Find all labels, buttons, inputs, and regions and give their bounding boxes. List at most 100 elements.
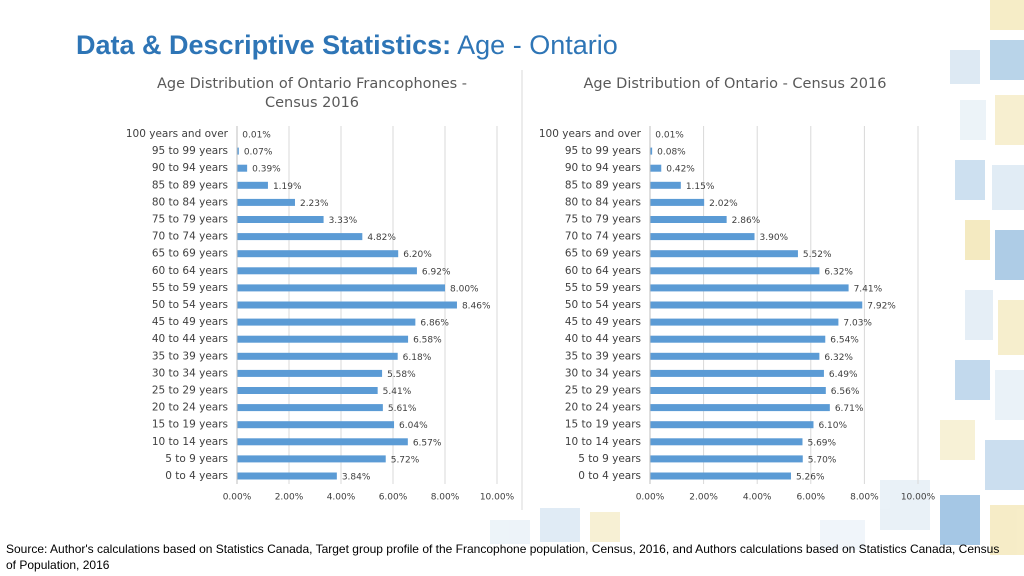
y-tick-label: 100 years and over: [539, 128, 642, 140]
y-tick-label: 10 to 14 years: [565, 436, 641, 448]
data-label: 0.39%: [252, 165, 281, 175]
bar: [237, 438, 408, 446]
y-tick-label: 75 to 79 years: [565, 214, 641, 226]
data-label: 5.52%: [803, 250, 832, 260]
data-label: 6.71%: [835, 404, 864, 414]
bar: [237, 352, 398, 360]
data-label: 6.04%: [399, 421, 428, 431]
x-tick-label: 6.00%: [379, 493, 408, 503]
bar: [650, 335, 826, 343]
bar: [237, 369, 383, 377]
bar: [237, 472, 337, 480]
y-tick-label: 25 to 29 years: [152, 385, 228, 397]
y-tick-label: 35 to 39 years: [565, 350, 641, 362]
source-note: Source: Author's calculations based on S…: [6, 542, 1000, 572]
data-label: 6.92%: [422, 267, 451, 277]
data-label: 6.58%: [413, 336, 442, 346]
y-tick-label: 50 to 54 years: [152, 299, 228, 311]
chart-title: Age Distribution of Ontario - Census 201…: [583, 76, 887, 92]
bar: [237, 318, 416, 326]
y-tick-label: 55 to 59 years: [152, 282, 228, 294]
y-tick-label: 70 to 74 years: [565, 231, 641, 243]
y-tick-label: 15 to 19 years: [152, 419, 228, 431]
y-tick-label: 65 to 69 years: [152, 248, 228, 260]
bar: [650, 284, 849, 292]
y-tick-label: 0 to 4 years: [578, 470, 641, 482]
data-label: 6.57%: [413, 438, 442, 448]
bar: [650, 369, 824, 377]
x-tick-label: 8.00%: [850, 493, 879, 503]
data-label: 8.46%: [462, 302, 491, 312]
data-label: 6.18%: [403, 353, 432, 363]
bar: [237, 181, 268, 189]
bar: [650, 250, 798, 258]
y-tick-label: 60 to 64 years: [565, 265, 641, 277]
bar: [650, 404, 830, 412]
y-tick-label: 70 to 74 years: [152, 231, 228, 243]
y-tick-label: 5 to 9 years: [165, 453, 228, 465]
y-tick-label: 30 to 34 years: [565, 367, 641, 379]
y-tick-label: 100 years and over: [126, 128, 229, 140]
bar: [237, 335, 409, 343]
y-tick-label: 80 to 84 years: [152, 196, 228, 208]
data-label: 7.92%: [867, 302, 896, 312]
y-tick-label: 30 to 34 years: [152, 367, 228, 379]
x-tick-label: 10.00%: [480, 493, 515, 503]
data-label: 2.02%: [709, 199, 738, 209]
x-tick-label: 4.00%: [327, 493, 356, 503]
data-label: 6.54%: [830, 336, 859, 346]
bar: [650, 438, 803, 446]
data-label: 5.58%: [387, 370, 416, 380]
data-label: 5.61%: [388, 404, 417, 414]
header: Data & Descriptive Statistics: Age - Ont…: [76, 30, 618, 61]
x-tick-label: 0.00%: [223, 493, 252, 503]
y-tick-label: 10 to 14 years: [152, 436, 228, 448]
x-tick-label: 4.00%: [743, 493, 772, 503]
data-label: 6.86%: [420, 319, 449, 329]
bar: [650, 216, 727, 223]
page-title: Data & Descriptive Statistics:: [76, 30, 452, 60]
data-label: 8.00%: [450, 284, 479, 294]
bar: [650, 181, 681, 189]
bar: [237, 455, 386, 463]
y-tick-label: 15 to 19 years: [565, 419, 641, 431]
bar: [650, 421, 814, 429]
y-tick-label: 90 to 94 years: [152, 162, 228, 174]
bar: [650, 147, 653, 155]
bar: [650, 472, 791, 480]
data-label: 6.32%: [824, 267, 853, 277]
bar: [650, 318, 839, 326]
data-label: 4.82%: [367, 233, 396, 243]
data-label: 7.03%: [843, 319, 872, 329]
bar: [650, 455, 803, 463]
data-label: 6.10%: [818, 421, 847, 431]
bar: [237, 198, 295, 206]
bar: [650, 198, 705, 206]
x-tick-label: 2.00%: [689, 493, 718, 503]
y-tick-label: 45 to 49 years: [565, 316, 641, 328]
bar: [650, 164, 662, 172]
bar: [237, 404, 383, 412]
x-tick-label: 10.00%: [901, 493, 936, 503]
data-label: 6.49%: [829, 370, 858, 380]
data-label: 2.86%: [732, 216, 761, 226]
data-label: 3.33%: [329, 216, 358, 226]
y-tick-label: 20 to 24 years: [565, 402, 641, 414]
y-tick-label: 40 to 44 years: [565, 333, 641, 345]
y-tick-label: 25 to 29 years: [565, 385, 641, 397]
y-tick-label: 85 to 89 years: [152, 179, 228, 191]
data-label: 1.15%: [686, 182, 715, 192]
bar: [237, 301, 457, 309]
bar: [237, 267, 417, 275]
data-label: 5.70%: [808, 455, 837, 465]
data-label: 5.69%: [807, 438, 836, 448]
x-tick-label: 8.00%: [431, 493, 460, 503]
y-tick-label: 80 to 84 years: [565, 196, 641, 208]
bar: [650, 233, 755, 241]
y-tick-label: 95 to 99 years: [152, 145, 228, 157]
data-label: 3.84%: [342, 473, 371, 483]
data-label: 5.26%: [796, 473, 825, 483]
data-label: 6.32%: [824, 353, 853, 363]
